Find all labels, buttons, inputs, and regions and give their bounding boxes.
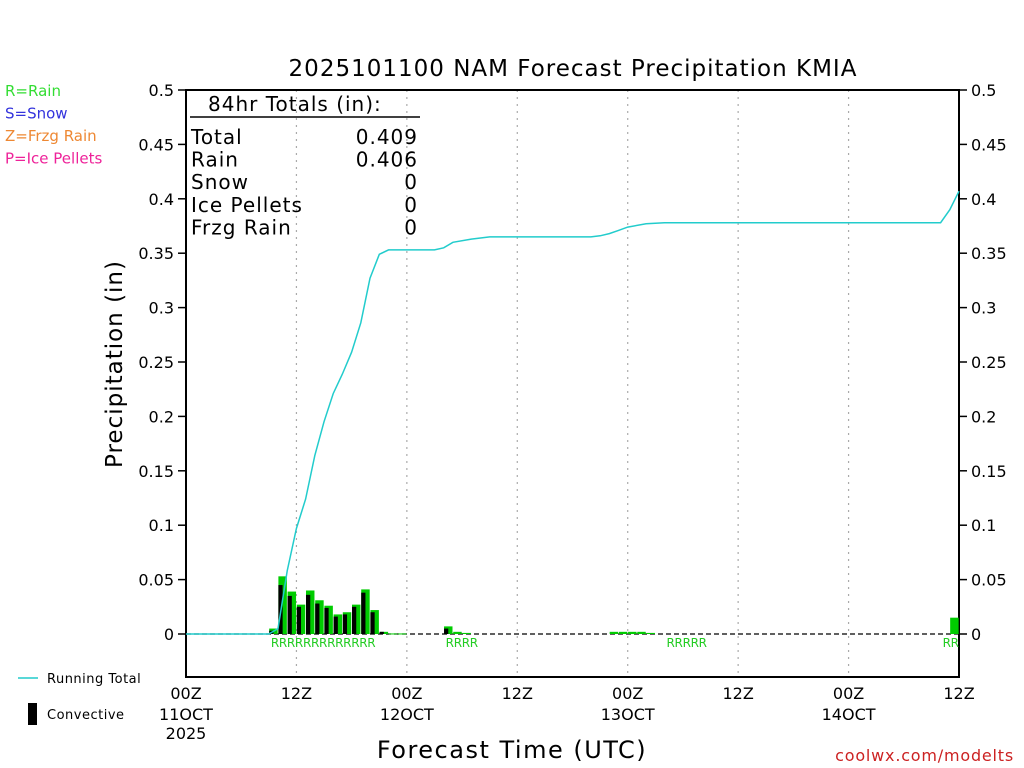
precip-bar [637,631,646,634]
convective-bar [342,614,348,634]
x-tick-label: 12Z [722,684,753,703]
convective-bar [287,595,292,634]
totals-box: 84hr Totals (in): Total 0.409 Rain 0.406 Sno… [190,92,420,239]
x-tick-date: 14OCT [822,705,876,724]
rain-type-marker: RRRRRRRRRRRRR [271,636,376,650]
running-total-line [186,190,960,635]
totals-row-label: Frzg Rain [191,215,292,239]
convective-bar [296,606,302,634]
precip-bar [609,631,619,634]
convective-bar [352,606,357,634]
totals-row-label: Ice Pellets [191,193,303,217]
totals-row-value: 0.406 [356,148,418,172]
type-legend-item: R=Rain [5,82,61,100]
totals-row-value: 0 [404,215,418,239]
x-tick-label: 00Z [170,684,201,703]
x-tick-label: 12Z [281,684,312,703]
y-tick-label: 0.2 [971,407,996,426]
y-axis-right: 0.5 0.45 0.4 0.35 0.3 0.25 0.2 0.15 0.1 0.05 0 [959,81,1007,644]
totals-rows: Total 0.409 Rain 0.406 Snow 0 Ice Pellets 0 Frzg… [190,125,418,239]
precip-bar [388,633,398,635]
convective-bar [379,631,384,634]
y-tick-label: 0 [164,625,174,644]
convective-legend-swatch [28,703,37,725]
y-tick-label: 0.05 [138,571,174,590]
y-tick-label: 0.2 [149,407,174,426]
convective-bar [315,603,320,634]
type-legend-item: Z=Frzg Rain [5,127,97,145]
y-tick-label: 0.35 [138,244,174,263]
convective-bar [370,612,375,634]
y-tick-label: 0.3 [971,299,996,318]
precip-bar [950,617,959,634]
chart-title: 2025101100 NAM Forecast Precipitation KM… [289,56,858,82]
x-axis-label: Forecast Time (UTC) [377,736,647,764]
x-tick-label: 00Z [391,684,422,703]
rain-type-marker: RRRRR [667,636,707,650]
y-tick-label: 0.3 [149,299,174,318]
y-tick-label: 0.25 [138,353,174,372]
type-legend-item: S=Snow [5,105,68,123]
totals-row-label: Total [190,125,243,149]
precip-type-legend: R=Rain S=Snow Z=Frzg Rain P=Ice Pellets [5,82,102,168]
y-tick-label: 0.15 [971,462,1007,481]
x-tick-label: 00Z [833,684,864,703]
running-total-legend-label: Running Total [47,672,141,687]
y-tick-label: 0.4 [971,190,996,209]
y-axis-left: 0.5 0.45 0.4 0.35 0.3 0.25 0.2 0.15 0.1 0.05 0 [138,81,186,644]
convective-legend-label: Convective [47,708,125,723]
y-tick-label: 0.5 [149,81,174,100]
series-legend: Running Total Convective [18,672,141,725]
rain-type-marker: RRRR [446,636,478,650]
convective-bar [361,592,366,634]
y-tick-label: 0.35 [971,244,1007,263]
y-tick-label: 0.4 [149,190,174,209]
watermark: coolwx.com/modelts [835,746,1014,765]
y-tick-label: 0.1 [149,516,174,535]
x-tick-date: 13OCT [601,705,655,724]
x-tick-year: 2025 [166,724,207,743]
y-tick-label: 0.45 [971,135,1007,154]
x-tick-date: 11OCT [159,705,213,724]
convective-bar [324,607,329,634]
y-tick-label: 0.15 [138,462,174,481]
x-tick-label: 12Z [502,684,533,703]
y-tick-label: 0.25 [971,353,1007,372]
y-tick-label: 0.45 [138,135,174,154]
totals-row-label: Rain [191,148,239,172]
plot-frame [185,89,960,678]
y-axis-label: Precipitation (in) [102,260,128,468]
type-legend-item: P=Ice Pellets [5,150,102,168]
precip-type-markers: RRRRRRRRRRRRR RRRR RRRRR RR [271,636,959,650]
totals-row-value: 0.409 [356,125,418,149]
convective-bar [333,616,338,634]
convective-bar [305,594,311,634]
totals-row-value: 0 [404,170,418,194]
convective-bar [444,628,449,634]
x-tick-label: 00Z [612,684,643,703]
precip-bar [618,631,628,634]
y-tick-label: 0.1 [971,516,996,535]
precipitation-bars [269,576,959,635]
precip-bar [462,632,471,634]
totals-row-label: Snow [191,170,249,194]
totals-heading: 84hr Totals (in): [208,92,382,116]
precip-bar [628,631,637,634]
y-tick-label: 0.05 [971,571,1007,590]
precip-bar [453,631,462,634]
y-tick-label: 0 [971,625,981,644]
x-tick-label: 12Z [943,684,974,703]
precip-bar [646,632,655,634]
rain-type-marker: RR [943,636,959,650]
precip-bar [398,633,407,635]
x-tick-date: 12OCT [380,705,434,724]
totals-row-value: 0 [404,193,418,217]
y-tick-label: 0.5 [971,81,996,100]
